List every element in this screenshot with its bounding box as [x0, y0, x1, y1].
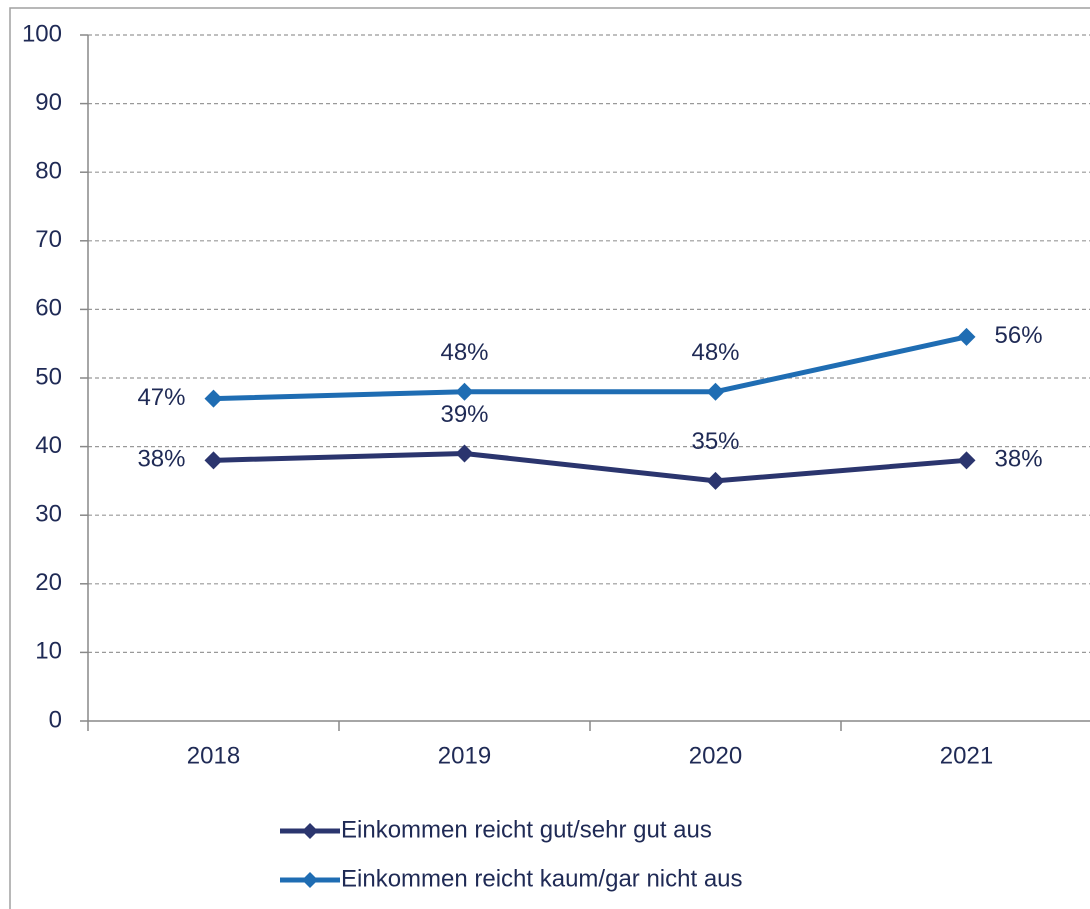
marker: [706, 382, 725, 401]
data-label: 47%: [137, 384, 185, 411]
y-tick-label: 100: [22, 20, 62, 47]
marker: [204, 451, 223, 470]
line: [213, 334, 968, 402]
y-tick-label: 90: [35, 89, 62, 116]
line: [213, 450, 967, 484]
legend-label: Einkommen reicht gut/sehr gut aus: [341, 816, 712, 843]
marker: [706, 471, 725, 490]
y-tick-label: 80: [35, 158, 62, 185]
marker: [957, 451, 976, 470]
data-label: 38%: [137, 446, 185, 473]
x-tick-label: 2020: [689, 742, 742, 769]
y-tick-label: 70: [35, 226, 62, 253]
y-tick-label: 60: [35, 295, 62, 322]
data-label: 48%: [691, 339, 739, 366]
x-tick-label: 2018: [187, 742, 240, 769]
y-tick-label: 0: [49, 706, 62, 733]
legend-marker: [302, 872, 318, 888]
data-label: 38%: [995, 446, 1043, 473]
legend-marker: [302, 823, 318, 839]
chart-frame: [9, 7, 1090, 909]
marker: [455, 382, 474, 401]
y-tick-label: 50: [35, 363, 62, 390]
y-tick-label: 40: [35, 432, 62, 459]
data-label: 56%: [995, 322, 1043, 349]
y-tick-label: 20: [35, 569, 62, 596]
data-label: 35%: [691, 428, 739, 455]
data-label: 39%: [440, 401, 488, 428]
x-tick-label: 2021: [940, 742, 993, 769]
y-tick-label: 10: [35, 638, 62, 665]
marker: [455, 444, 474, 463]
marker: [204, 389, 223, 408]
x-tick-label: 2019: [438, 742, 491, 769]
marker: [957, 327, 976, 346]
legend-label: Einkommen reicht kaum/gar nicht aus: [341, 865, 743, 892]
y-tick-label: 30: [35, 501, 62, 528]
data-label: 48%: [440, 339, 488, 366]
